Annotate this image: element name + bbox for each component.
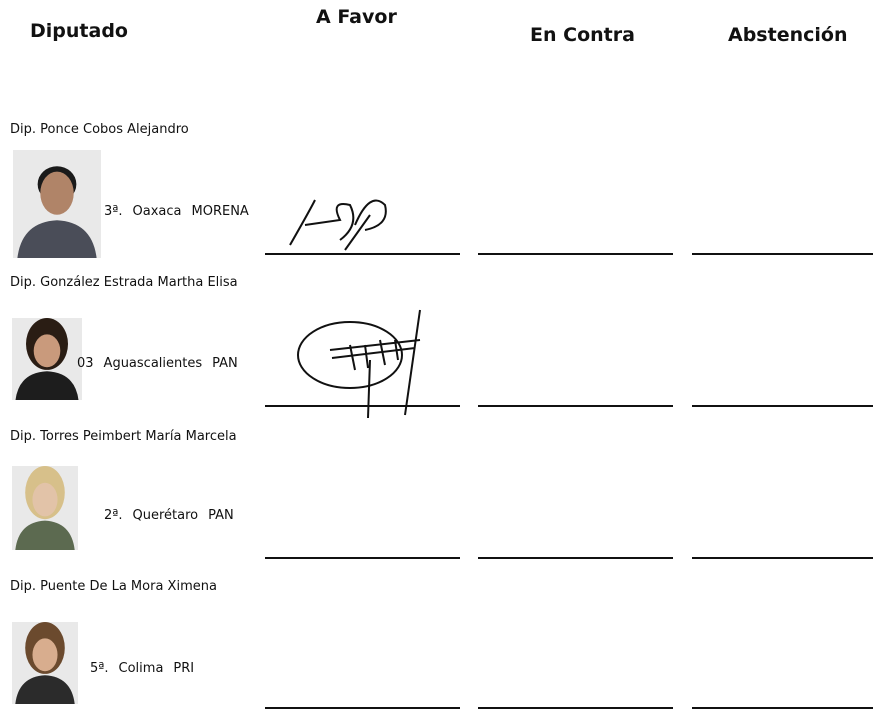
signature (297, 309, 421, 419)
vote-line (265, 707, 460, 709)
deputy-party: PAN (212, 356, 238, 371)
vote-line (478, 557, 673, 559)
deputy-state: Aguascalientes (103, 356, 203, 371)
deputy-district: 2ª. (104, 508, 123, 523)
vote-line (265, 253, 460, 255)
deputy-name: Dip. Torres Peimbert María Marcela (10, 429, 237, 444)
deputy-state: Querétaro (132, 508, 199, 523)
vote-line (692, 405, 873, 407)
deputy-party: MORENA (191, 204, 249, 219)
deputy-district: 3ª. Oaxaca MORENA (104, 204, 259, 219)
deputy-photo (12, 318, 82, 400)
signature (289, 199, 387, 251)
deputy-state: Colima (118, 661, 164, 676)
vote-line (478, 253, 673, 255)
header-abstencion: Abstención (728, 24, 848, 46)
deputy-district: 3ª. (104, 204, 123, 219)
deputy-name: Dip. Puente De La Mora Ximena (10, 579, 217, 594)
deputy-photo (12, 622, 78, 704)
vote-line (478, 707, 673, 709)
vote-line (265, 405, 460, 407)
vote-line (692, 253, 873, 255)
deputy-photo (12, 466, 78, 550)
header-en-contra: En Contra (530, 24, 635, 46)
vote-line (692, 707, 873, 709)
deputy-district: 03 Aguascalientes PAN (77, 356, 248, 371)
deputy-name: Dip. González Estrada Martha Elisa (10, 275, 238, 290)
deputy-party: PAN (208, 508, 234, 523)
vote-line (692, 557, 873, 559)
deputy-party: PRI (173, 661, 195, 676)
deputy-district: 03 (77, 356, 94, 371)
vote-line (478, 405, 673, 407)
deputy-district: 2ª. Querétaro PAN (104, 508, 244, 523)
deputy-state: Oaxaca (132, 204, 182, 219)
deputy-name: Dip. Ponce Cobos Alejandro (10, 122, 189, 137)
deputy-photo (13, 150, 101, 258)
header-diputado: Diputado (30, 20, 128, 42)
vote-line (265, 557, 460, 559)
deputy-district: 5ª. Colima PRI (90, 661, 204, 676)
deputy-district: 5ª. (90, 661, 109, 676)
header-a-favor: A Favor (316, 6, 397, 28)
